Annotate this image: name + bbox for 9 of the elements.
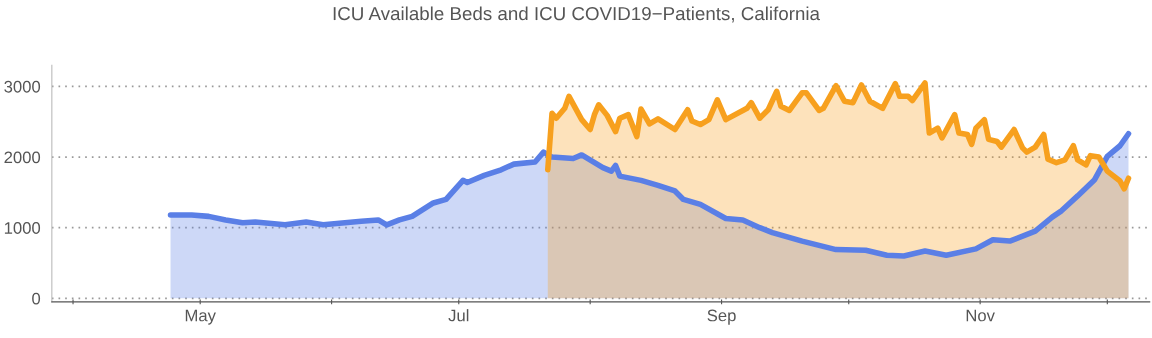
x-tick-label: Nov [966,309,995,322]
x-tick-label: Sep [707,309,736,325]
y-tick-label: 2000 [4,151,41,164]
y-tick-label: 0 [32,292,41,305]
y-tick-label: 1000 [4,222,41,234]
chart-title: ICU Available Beds and ICU COVID19−Patients, California [333,6,820,23]
x-tick-label: May [185,309,216,325]
x-tick-label: Jul [448,309,469,322]
y-tick-label: 3000 [4,80,41,93]
